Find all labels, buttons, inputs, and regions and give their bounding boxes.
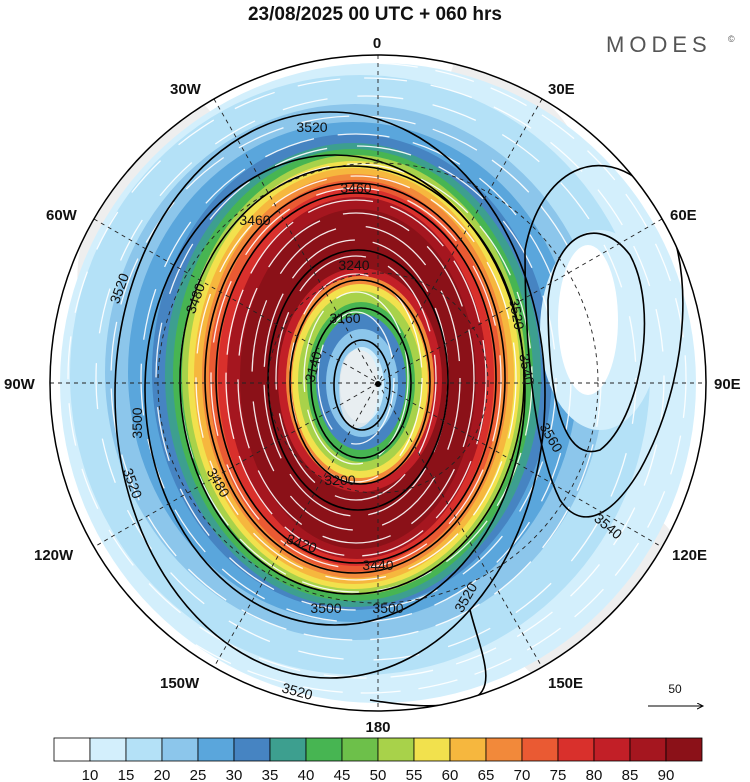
streamline xyxy=(50,62,687,694)
colorbar-swatch xyxy=(161,737,199,762)
colorbar-swatch xyxy=(53,737,91,762)
contour-label: 3520 xyxy=(506,297,527,331)
colorbar-tick-label: 35 xyxy=(262,767,279,782)
colorbar-swatch xyxy=(125,737,163,762)
colorbar-swatch xyxy=(305,737,343,762)
streamline xyxy=(251,225,461,531)
map-title: 23/08/2025 00 UTC + 060 hrs xyxy=(248,4,502,25)
contour-label: 3460 xyxy=(239,212,270,228)
label-150w: 150W xyxy=(160,675,200,692)
contour-label: 3440 xyxy=(362,557,393,573)
label-120e: 120E xyxy=(672,547,707,564)
streamline xyxy=(67,77,665,679)
label-60w: 60W xyxy=(46,207,78,224)
map-disk-border xyxy=(49,54,707,712)
colorbar-swatch xyxy=(197,737,235,762)
contour-3240 xyxy=(267,249,449,511)
colorbar-swatch xyxy=(377,737,415,762)
brand-copyright-mark: © xyxy=(728,34,735,44)
reference-vector-label: 50 xyxy=(668,682,682,696)
contour-label: 3160 xyxy=(329,310,360,326)
colorbar-swatch xyxy=(269,737,307,762)
land-antarctica-overlay xyxy=(339,349,379,429)
colorbar-swatch xyxy=(521,737,559,762)
colorbar-tick-label: 15 xyxy=(118,767,135,782)
colorbar-tick-label: 20 xyxy=(154,767,171,782)
streamline xyxy=(303,291,409,465)
contour-3520-outer xyxy=(114,111,546,679)
map-disk xyxy=(50,55,706,711)
colorbar-tick-label: 70 xyxy=(514,767,531,782)
contour-3560-east xyxy=(547,232,646,453)
colorbar: 10 15 20 25 30 35 40 45 50 55 60 65 70 75 80 85 90 xyxy=(53,737,703,782)
contour-label: 3140 xyxy=(301,349,325,383)
streamline xyxy=(237,212,475,544)
geopotential-contours xyxy=(114,111,684,707)
meridian-labels: 0 180 90W 90E 30W 30E 60W 60E 120W 120E … xyxy=(4,35,741,736)
contour-3500 xyxy=(144,154,526,626)
label-120w: 120W xyxy=(34,547,74,564)
colorbar-swatch xyxy=(341,737,379,762)
colorbar-swatch xyxy=(557,737,595,762)
contour-3480 xyxy=(179,165,525,595)
colorbar-tick-label: 10 xyxy=(82,767,99,782)
colorbar-tick-label: 75 xyxy=(550,767,567,782)
colorbar-swatch xyxy=(89,737,127,762)
contour-3200 xyxy=(289,279,431,485)
label-60e: 60E xyxy=(670,207,697,224)
colorbar-tick-label: 60 xyxy=(442,767,459,782)
contour-label: 3200 xyxy=(324,472,355,488)
south-pole-marker xyxy=(375,381,381,387)
colorbar-tick-label: 65 xyxy=(478,767,495,782)
colorbar-swatch xyxy=(449,737,487,762)
streamline xyxy=(110,115,602,641)
contour-3440 xyxy=(215,192,497,564)
contour-3460 xyxy=(204,182,506,574)
colorbar-tick-label: 90 xyxy=(658,767,675,782)
streamline xyxy=(155,145,557,611)
colorbar-tick-label: 80 xyxy=(586,767,603,782)
contour-label: 3520 xyxy=(280,679,314,703)
streamline xyxy=(225,199,487,557)
contour-label: 3500 xyxy=(129,407,145,438)
streamline xyxy=(210,187,502,569)
colorbar-tick-label: 55 xyxy=(406,767,423,782)
streamline xyxy=(195,175,517,581)
contour-label: 3500 xyxy=(310,600,341,616)
contour-3140 xyxy=(333,339,391,431)
contour-label: 3240 xyxy=(338,257,369,273)
streamline xyxy=(95,95,637,661)
colorbar-swatch xyxy=(233,737,271,762)
colorbar-tick-label: 30 xyxy=(226,767,243,782)
colorbar-tick-label: 85 xyxy=(622,767,639,782)
contour-label: 3540 xyxy=(516,352,537,386)
contour-label: 3500 xyxy=(372,600,403,616)
label-30w: 30W xyxy=(170,81,202,98)
brand-logo: MODES xyxy=(606,32,712,57)
colorbar-tick-label: 45 xyxy=(334,767,351,782)
contour-label: 3520 xyxy=(296,119,327,135)
colorbar-swatch xyxy=(485,737,523,762)
label-0: 0 xyxy=(373,35,381,52)
colorbar-tick-label: 25 xyxy=(190,767,207,782)
label-150e: 150E xyxy=(548,675,583,692)
label-90e: 90E xyxy=(714,376,741,393)
colorbar-swatch xyxy=(593,737,631,762)
wind-calm-east-core xyxy=(558,245,618,395)
streamline xyxy=(317,311,395,445)
streamline xyxy=(140,133,572,623)
label-30e: 30E xyxy=(548,81,575,98)
colorbar-swatch xyxy=(413,737,451,762)
colorbar-tick-label: 40 xyxy=(298,767,315,782)
streamline xyxy=(275,255,437,501)
colorbar-swatch xyxy=(629,737,667,762)
wind-streamlines xyxy=(50,62,687,694)
colorbar-swatch xyxy=(665,737,703,762)
colorbar-tick-label: 50 xyxy=(370,767,387,782)
label-90w: 90W xyxy=(4,376,36,393)
label-180: 180 xyxy=(365,719,390,736)
contour-label: 3460 xyxy=(340,180,371,196)
contour-3540-east xyxy=(524,164,684,518)
